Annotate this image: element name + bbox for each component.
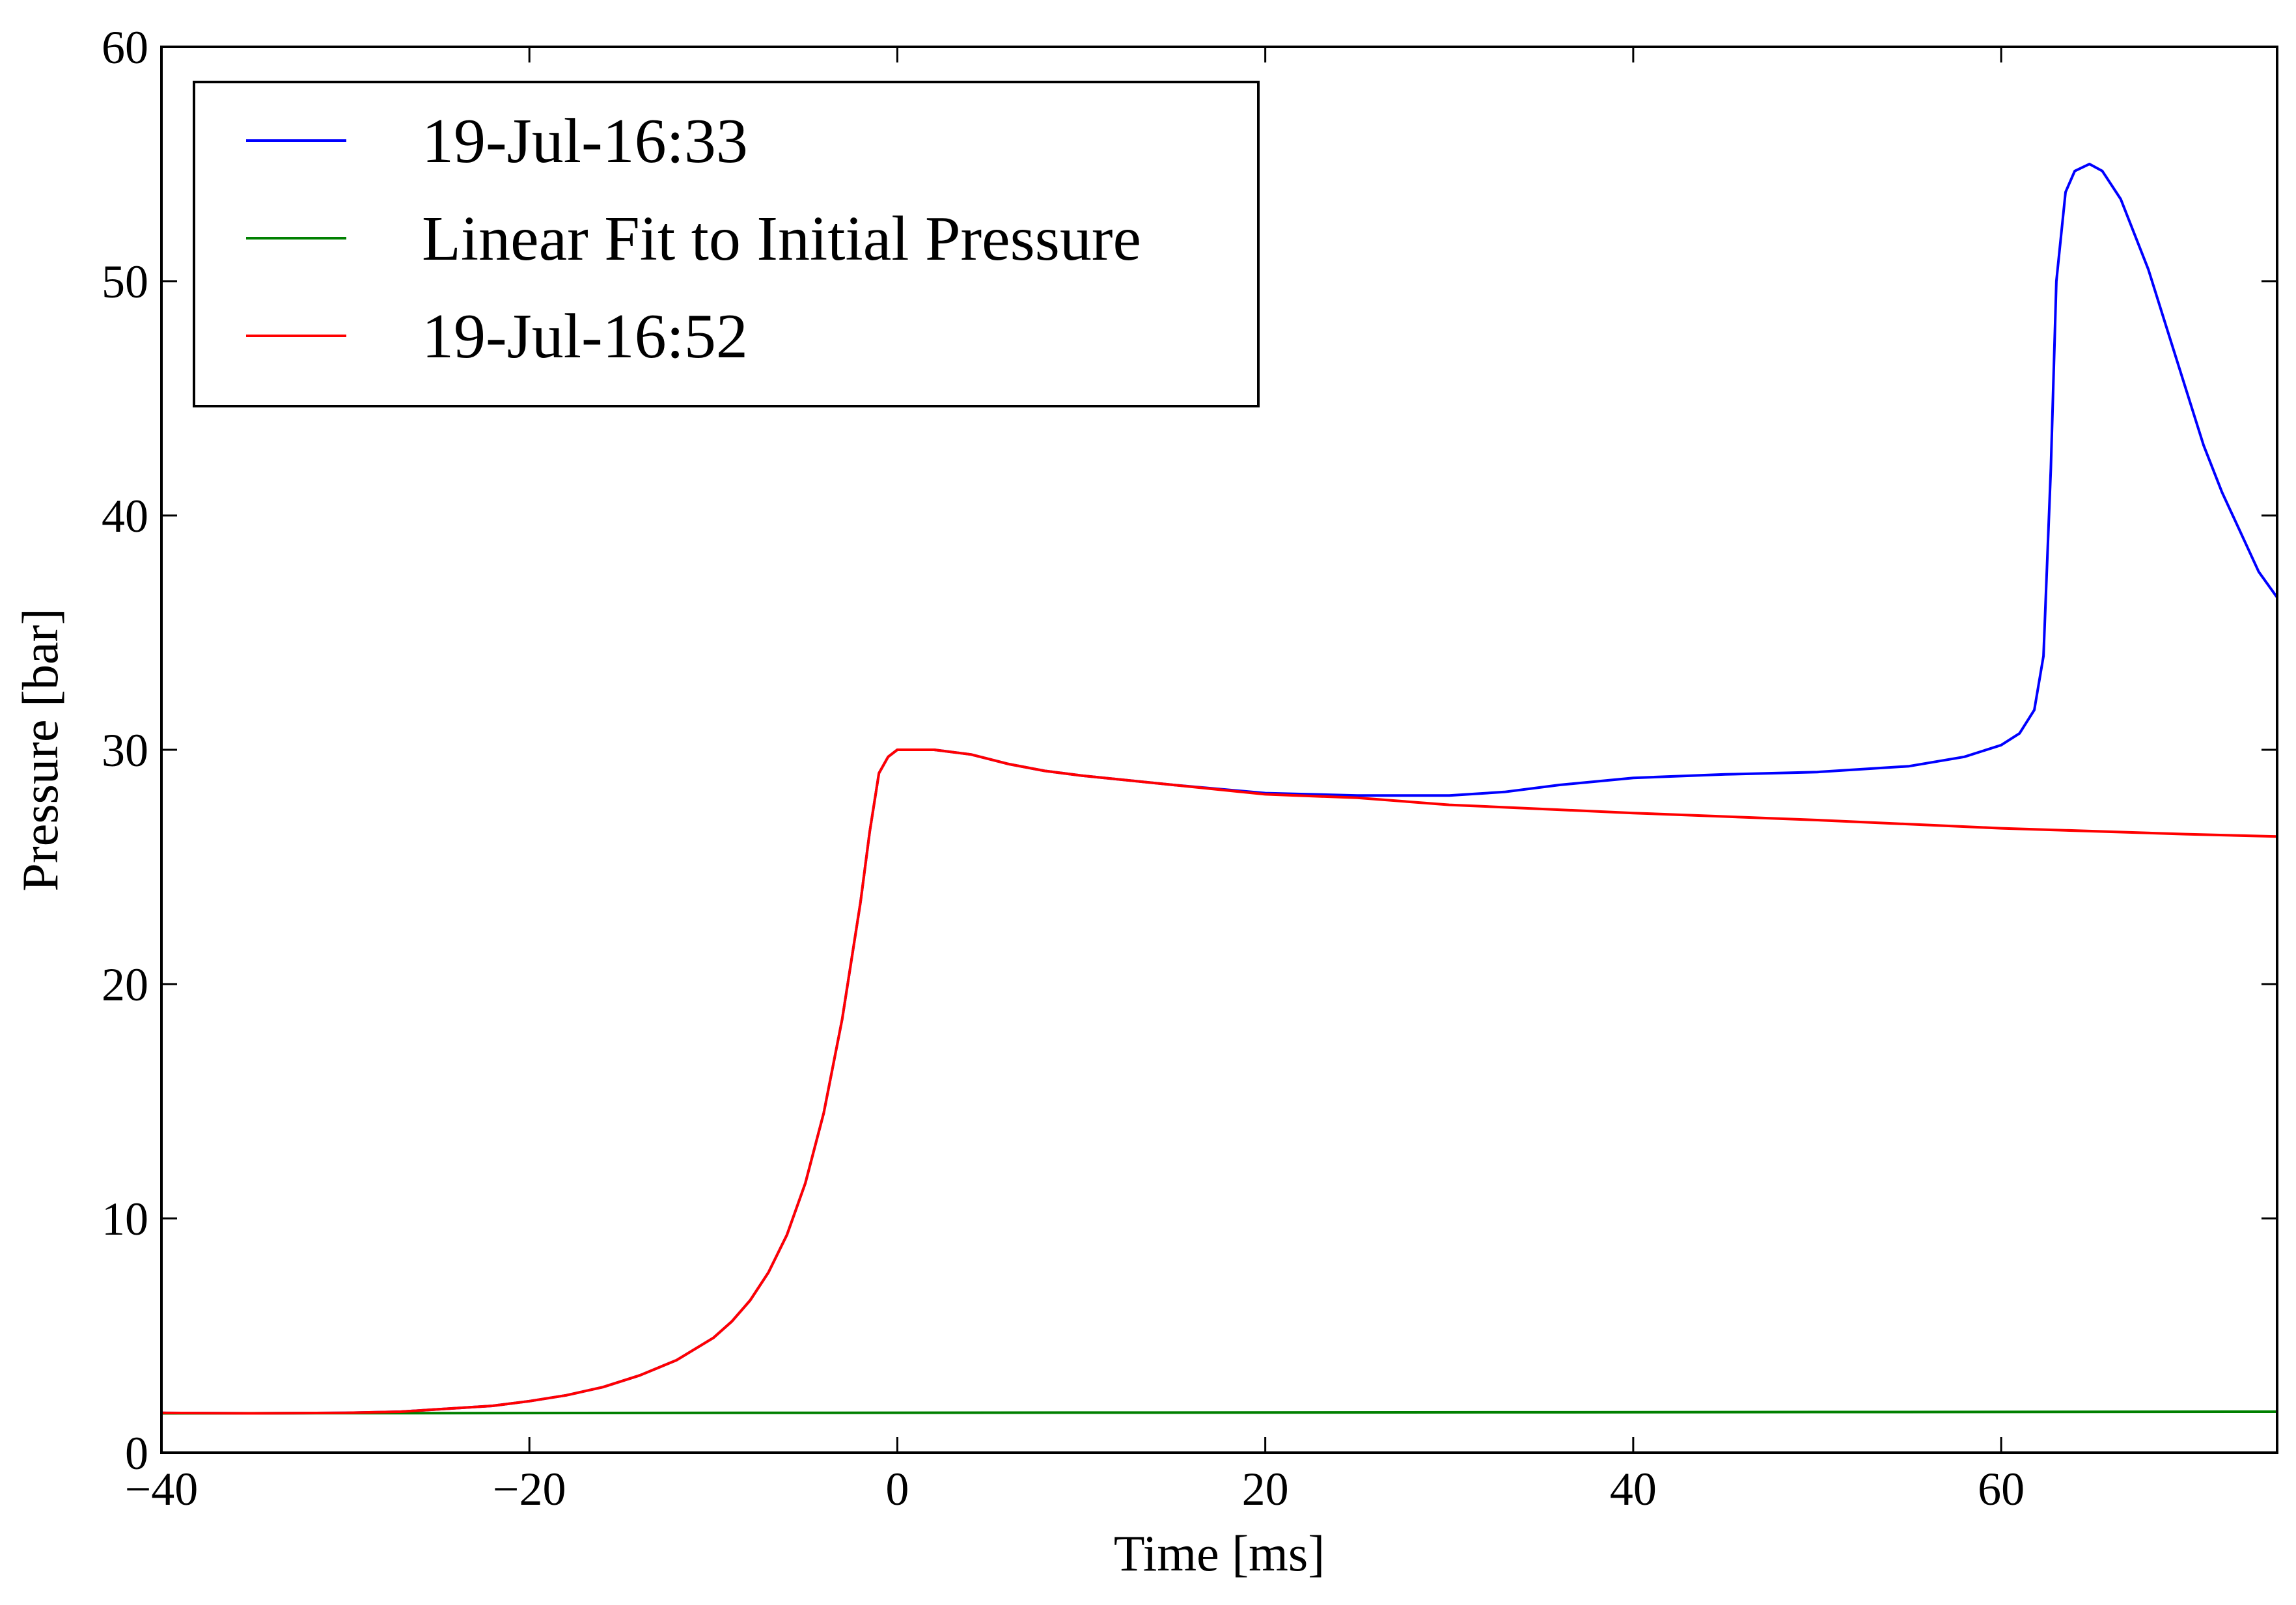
y-axis-label: Pressure [bar] bbox=[12, 608, 68, 891]
legend-label-3: 19-Jul-16:52 bbox=[422, 301, 748, 372]
y-tick-label: 0 bbox=[125, 1427, 148, 1479]
x-tick-label: 60 bbox=[1978, 1463, 2025, 1515]
y-tick-label: 30 bbox=[102, 724, 148, 776]
legend-items: 19-Jul-16:33 Linear Fit to Initial Pressu… bbox=[246, 106, 1141, 372]
series-line-3 bbox=[161, 748, 2277, 1415]
y-tick-label: 10 bbox=[102, 1193, 148, 1245]
series-line-2 bbox=[161, 1410, 2277, 1415]
x-tick-label: −20 bbox=[493, 1463, 566, 1515]
series-layer bbox=[161, 163, 2277, 1415]
y-tick-label: 60 bbox=[102, 21, 148, 74]
legend-label-1: 19-Jul-16:33 bbox=[422, 106, 748, 176]
y-tick-label: 50 bbox=[102, 256, 148, 308]
legend-frame bbox=[193, 81, 1260, 407]
tick-layer: −40 −20 0 20 40 60 0 10 20 30 40 50 60 bbox=[102, 21, 2277, 1515]
x-tick-label: 40 bbox=[1610, 1463, 1657, 1515]
y-tick-label: 20 bbox=[102, 959, 148, 1011]
y-tick-label: 40 bbox=[102, 490, 148, 542]
x-tick-label: 0 bbox=[885, 1463, 909, 1515]
x-tick-label: −40 bbox=[125, 1463, 199, 1515]
x-tick-label: 20 bbox=[1242, 1463, 1289, 1515]
legend-label-2: Linear Fit to Initial Pressure bbox=[422, 204, 1141, 274]
legend: 19-Jul-16:33 Linear Fit to Initial Pressu… bbox=[193, 81, 1260, 407]
x-axis-label: Time [ms] bbox=[1114, 1525, 1325, 1582]
